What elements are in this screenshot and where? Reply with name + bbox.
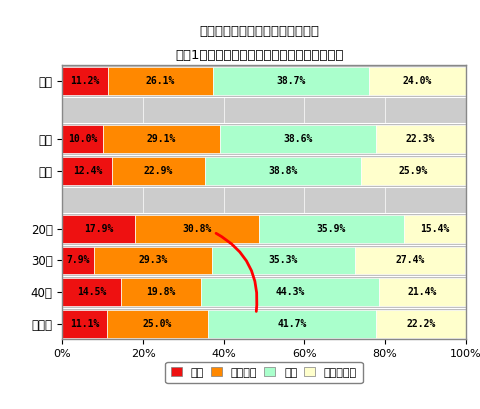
Bar: [62, 310, 107, 337]
Bar: [112, 157, 205, 185]
Text: 15.4%: 15.4%: [420, 224, 449, 234]
Bar: [62, 67, 108, 95]
Text: あなたの世帯の主たる稼得者が、: あなたの世帯の主たる稼得者が、: [199, 25, 319, 38]
Text: 29.3%: 29.3%: [139, 256, 168, 265]
Bar: [213, 67, 369, 95]
Text: 29.1%: 29.1%: [147, 134, 176, 144]
Bar: [62, 276, 466, 308]
Text: 25.0%: 25.0%: [143, 319, 172, 329]
Text: 38.7%: 38.7%: [276, 76, 305, 86]
Bar: [62, 124, 466, 155]
Text: 30.8%: 30.8%: [182, 224, 211, 234]
Bar: [134, 215, 259, 243]
Bar: [62, 125, 103, 153]
Bar: [376, 125, 466, 153]
Text: 19.8%: 19.8%: [146, 287, 176, 297]
Text: 35.3%: 35.3%: [269, 256, 298, 265]
Bar: [62, 213, 466, 245]
Text: 24.0%: 24.0%: [403, 76, 432, 86]
Bar: [62, 155, 466, 187]
Bar: [62, 215, 134, 243]
Text: 25.9%: 25.9%: [399, 166, 428, 176]
Bar: [62, 65, 466, 97]
Bar: [376, 310, 466, 337]
Bar: [208, 310, 376, 337]
Text: 38.6%: 38.6%: [283, 134, 312, 144]
Text: 44.3%: 44.3%: [276, 287, 305, 297]
Bar: [205, 157, 361, 185]
Bar: [369, 67, 466, 95]
Bar: [121, 278, 201, 306]
Text: 11.2%: 11.2%: [70, 76, 100, 86]
Bar: [259, 215, 404, 243]
Bar: [220, 125, 376, 153]
Bar: [379, 278, 466, 306]
Bar: [361, 157, 466, 185]
Text: 12.4%: 12.4%: [72, 166, 102, 176]
Text: 22.2%: 22.2%: [406, 319, 435, 329]
Bar: [62, 157, 112, 185]
Text: 11.1%: 11.1%: [70, 319, 99, 329]
Bar: [108, 67, 213, 95]
Text: 35.9%: 35.9%: [316, 224, 346, 234]
Text: 41.7%: 41.7%: [277, 319, 307, 329]
Bar: [201, 278, 379, 306]
Bar: [94, 247, 212, 274]
Text: 22.9%: 22.9%: [144, 166, 173, 176]
Bar: [355, 247, 465, 274]
Bar: [404, 215, 466, 243]
Text: 10.0%: 10.0%: [68, 134, 97, 144]
Bar: [103, 125, 220, 153]
Text: 21.4%: 21.4%: [408, 287, 437, 297]
Bar: [107, 310, 208, 337]
Bar: [62, 278, 121, 306]
Legend: ある, 少しある, ない, 分からない: ある, 少しある, ない, 分からない: [166, 362, 362, 383]
Bar: [212, 247, 355, 274]
Text: 今後1年間で失業・廃業する心配はありますか: 今後1年間で失業・廃業する心配はありますか: [175, 49, 344, 62]
Bar: [62, 247, 94, 274]
Text: 22.3%: 22.3%: [406, 134, 435, 144]
Bar: [62, 245, 466, 276]
Text: 7.9%: 7.9%: [67, 256, 90, 265]
Text: 14.5%: 14.5%: [77, 287, 106, 297]
Text: 38.8%: 38.8%: [268, 166, 298, 176]
Text: 17.9%: 17.9%: [84, 224, 113, 234]
Bar: [62, 308, 466, 339]
Text: 26.1%: 26.1%: [145, 76, 175, 86]
Text: 27.4%: 27.4%: [395, 256, 425, 265]
